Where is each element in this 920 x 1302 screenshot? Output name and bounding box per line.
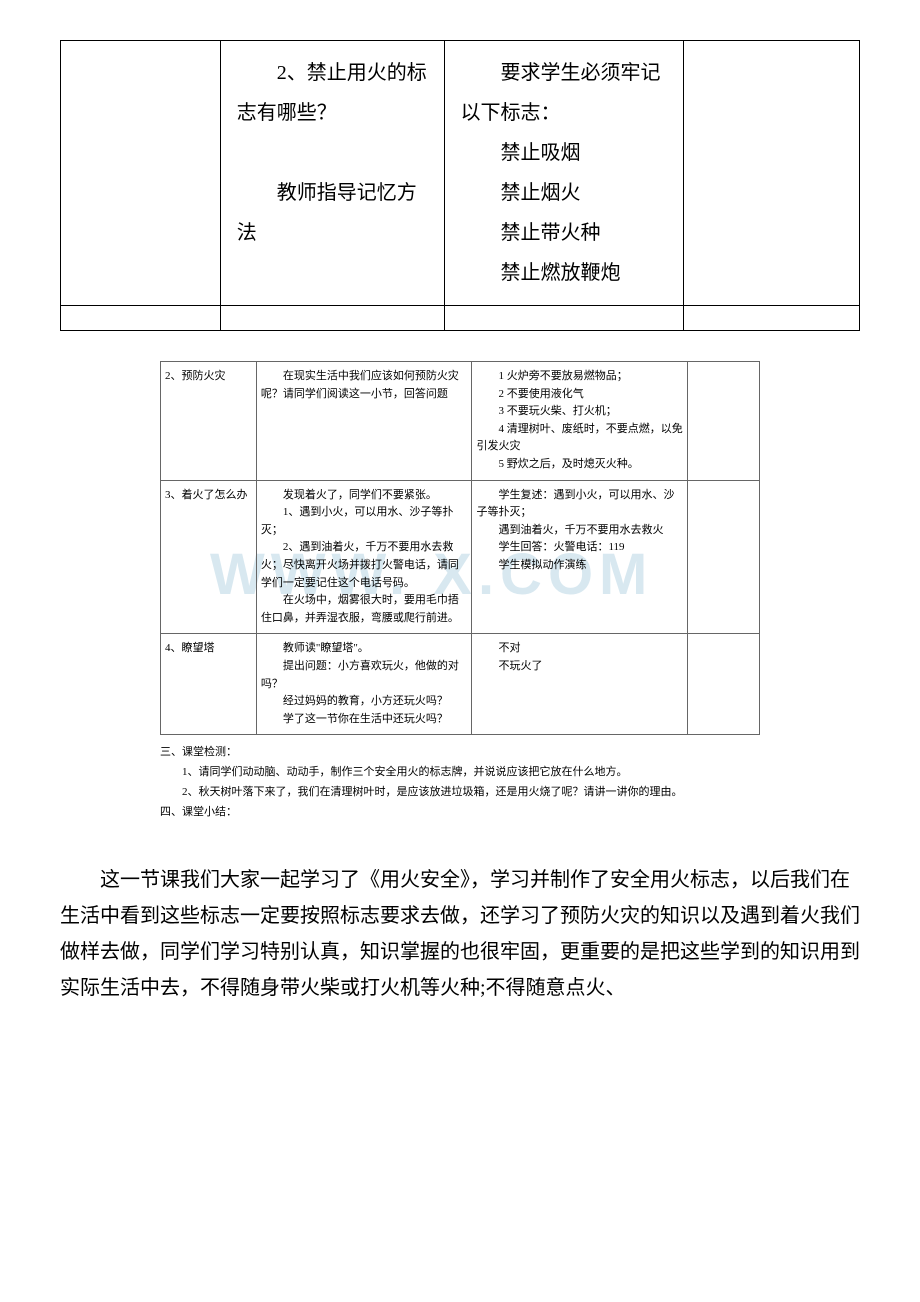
cell-topic: 2、预防火灾	[161, 362, 257, 481]
line: 2 不要使用液化气	[476, 386, 683, 404]
answer-intro: 要求学生必须牢记以下标志：	[461, 53, 668, 133]
cell-student: 不对 不玩火了	[472, 634, 688, 735]
cell-teacher: 发现着火了，同学们不要紧张。 1、遇到小火，可以用水、沙子等扑灭； 2、遇到油着…	[256, 480, 472, 634]
cell-teacher: 教师读"瞭望塔"。 提出问题：小方喜欢玩火，他做的对吗？ 经过妈妈的教育，小方还…	[256, 634, 472, 735]
table-row-empty	[61, 306, 860, 331]
cell-empty	[688, 480, 760, 634]
line: 2、遇到油着火，千万不要用水去救火；尽快离开火场并拨打火警电话，请同学们一定要记…	[261, 539, 468, 592]
answer-item: 禁止带火种	[461, 213, 668, 253]
top-table: 2、禁止用火的标志有哪些？ 教师指导记忆方法 要求学生必须牢记以下标志： 禁止吸…	[60, 40, 860, 331]
embedded-table: 2、预防火灾 在现实生活中我们应该如何预防火灾呢？请同学们阅读这一小节，回答问题…	[160, 361, 760, 735]
line: 1、遇到小火，可以用水、沙子等扑灭；	[261, 504, 468, 539]
line: 学生模拟动作演练	[476, 557, 683, 575]
cell-empty	[688, 634, 760, 735]
cell-answer: 要求学生必须牢记以下标志： 禁止吸烟 禁止烟火 禁止带火种 禁止燃放鞭炮	[444, 41, 684, 306]
cell-empty	[684, 41, 860, 306]
table-row: 3、着火了怎么办 发现着火了，同学们不要紧张。 1、遇到小火，可以用水、沙子等扑…	[161, 480, 760, 634]
table-row: 2、禁止用火的标志有哪些？ 教师指导记忆方法 要求学生必须牢记以下标志： 禁止吸…	[61, 41, 860, 306]
line: 学了这一节你在生活中还玩火吗？	[261, 711, 468, 729]
line: 学生复述：遇到小火，可以用水、沙子等扑灭；	[476, 487, 683, 522]
line: 在火场中，烟雾很大时，要用毛巾捂住口鼻，并弄湿衣服，弯腰或爬行前进。	[261, 592, 468, 627]
line: 遇到油着火，千万不要用水去救火	[476, 522, 683, 540]
line: 教师读"瞭望塔"。	[261, 640, 468, 658]
cell-student: 1 火炉旁不要放易燃物品； 2 不要使用液化气 3 不要玩火柴、打火机； 4 清…	[472, 362, 688, 481]
line: 3 不要玩火柴、打火机；	[476, 403, 683, 421]
exercise-item: 1、请同学们动动脑、动动手，制作三个安全用火的标志牌，并说说应该把它放在什么地方…	[160, 763, 760, 783]
line: 5 野炊之后，及时熄灭火种。	[476, 456, 683, 474]
cell-student: 学生复述：遇到小火，可以用水、沙子等扑灭； 遇到油着火，千万不要用水去救火 学生…	[472, 480, 688, 634]
cell-topic: 4、瞭望塔	[161, 634, 257, 735]
line: 发现着火了，同学们不要紧张。	[261, 487, 468, 505]
line: 提出问题：小方喜欢玩火，他做的对吗？	[261, 658, 468, 693]
cell-empty	[61, 41, 221, 306]
line: 不玩火了	[476, 658, 683, 676]
exercise-item: 2、秋天树叶落下来了，我们在清理树叶时，是应该放进垃圾箱，还是用火烧了呢？请讲一…	[160, 783, 760, 803]
cell-topic: 3、着火了怎么办	[161, 480, 257, 634]
line: 学生回答：火警电话：119	[476, 539, 683, 557]
cell-empty	[61, 306, 221, 331]
summary-paragraph: 这一节课我们大家一起学习了《用火安全》，学习并制作了安全用火标志，以后我们在生活…	[60, 862, 860, 1006]
answer-item: 禁止吸烟	[461, 133, 668, 173]
line: 4 清理树叶、废纸时，不要点燃，以免引发火灾	[476, 421, 683, 456]
table-row: 4、瞭望塔 教师读"瞭望塔"。 提出问题：小方喜欢玩火，他做的对吗？ 经过妈妈的…	[161, 634, 760, 735]
cell-question: 2、禁止用火的标志有哪些？ 教师指导记忆方法	[220, 41, 444, 306]
line: 经过妈妈的教育，小方还玩火吗？	[261, 693, 468, 711]
embedded-page-image: WWW. X.COM 2、预防火灾 在现实生活中我们应该如何预防火灾呢？请同学们…	[160, 361, 760, 822]
embedded-footer: 三、课堂检测： 1、请同学们动动脑、动动手，制作三个安全用火的标志牌，并说说应该…	[160, 743, 760, 822]
table-row: 2、预防火灾 在现实生活中我们应该如何预防火灾呢？请同学们阅读这一小节，回答问题…	[161, 362, 760, 481]
answer-item: 禁止燃放鞭炮	[461, 253, 668, 293]
question-text: 2、禁止用火的标志有哪些？	[237, 53, 428, 133]
cell-empty	[688, 362, 760, 481]
cell-teacher: 在现实生活中我们应该如何预防火灾呢？请同学们阅读这一小节，回答问题	[256, 362, 472, 481]
cell-empty	[220, 306, 444, 331]
cell-empty	[444, 306, 684, 331]
section-heading: 四、课堂小结：	[160, 803, 760, 823]
section-heading: 三、课堂检测：	[160, 743, 760, 763]
line: 1 火炉旁不要放易燃物品；	[476, 368, 683, 386]
answer-item: 禁止烟火	[461, 173, 668, 213]
teacher-note: 教师指导记忆方法	[237, 173, 428, 253]
line: 不对	[476, 640, 683, 658]
cell-empty	[684, 306, 860, 331]
